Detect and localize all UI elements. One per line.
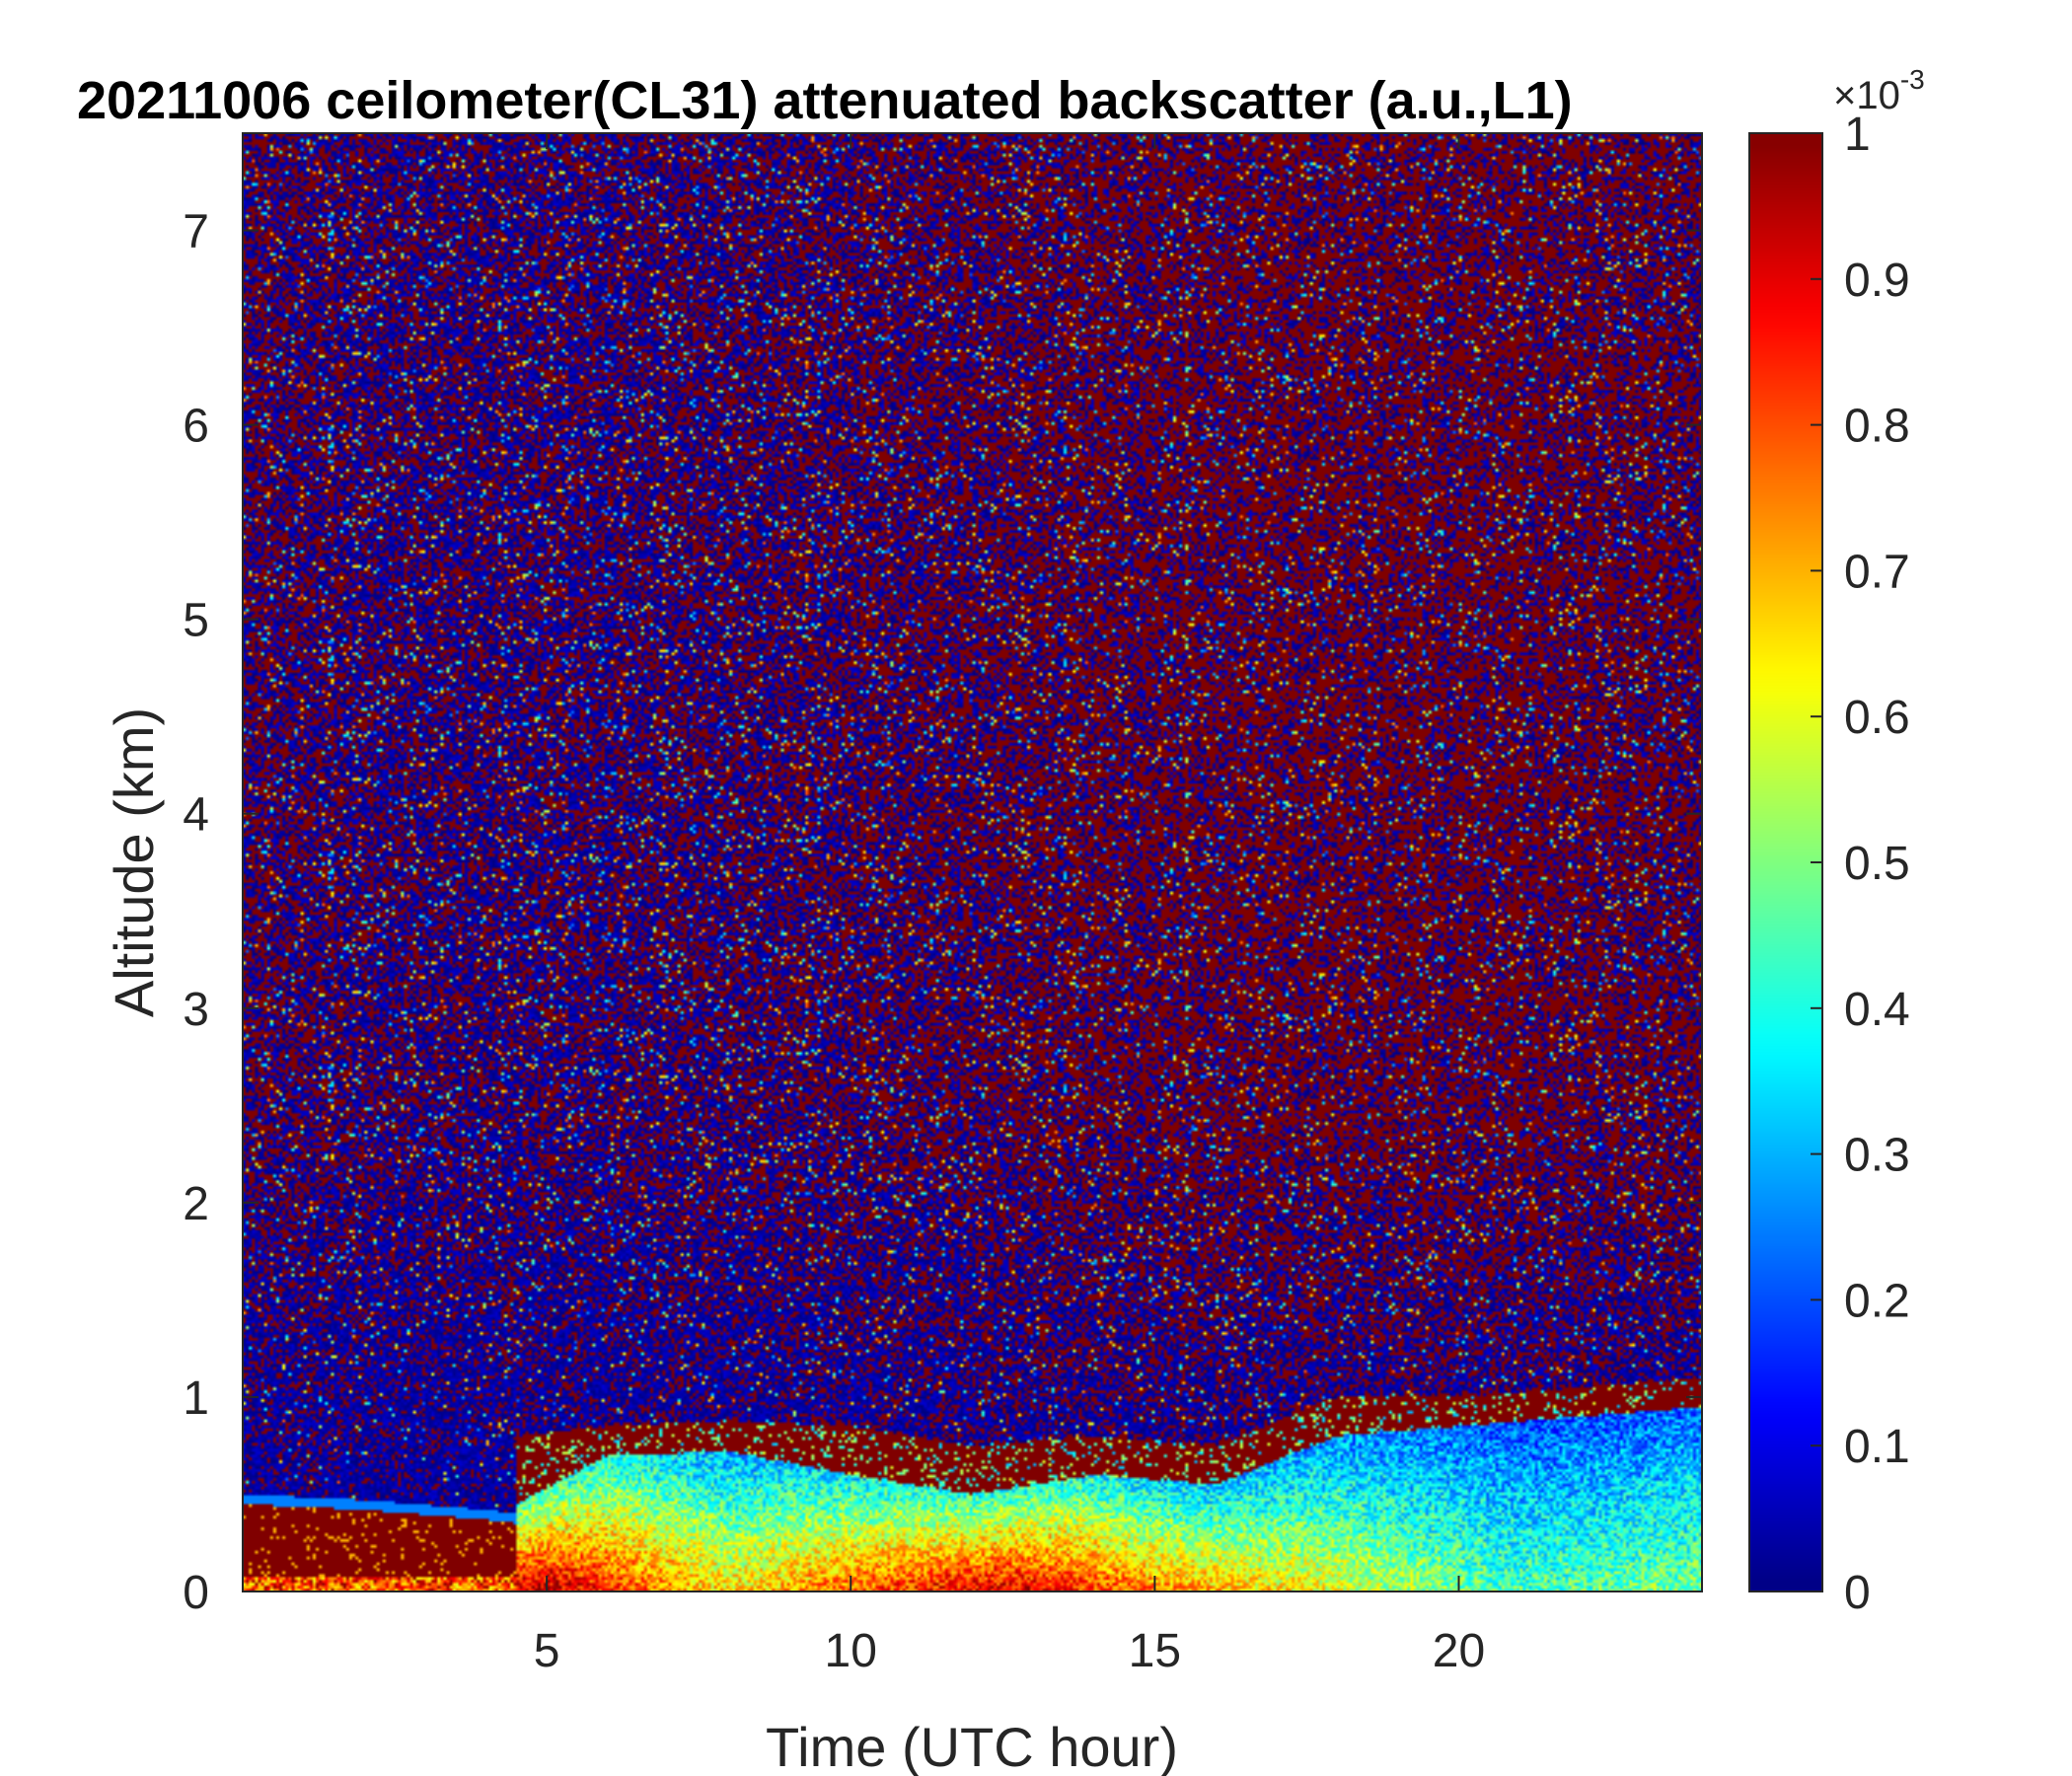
x-axis-label: Time (UTC hour) (766, 1716, 1178, 1776)
colorbar-ticks: 0 0.1 0.2 0.3 0.4 0.5 0.6 0.7 0.8 0.9 1 (1811, 109, 1910, 1619)
colorbar-tick-label: 0.5 (1844, 838, 1910, 890)
colorbar-tick-label: 0.4 (1844, 984, 1910, 1036)
chart-title: 20211006 ceilometer(CL31) attenuated bac… (77, 71, 1573, 130)
colorbar-tick-label: 0.7 (1844, 546, 1910, 598)
x-tick-label: 20 (1433, 1625, 1485, 1677)
y-tick-label: 7 (183, 206, 209, 259)
x-tick-label: 10 (825, 1625, 877, 1677)
colorbar-tick-label: 0.2 (1844, 1275, 1910, 1327)
colorbar-tick-label: 0.3 (1844, 1130, 1910, 1182)
colorbar-tick-label: 1 (1844, 109, 1871, 161)
x-tick-label: 15 (1129, 1625, 1181, 1677)
colorbar-tick-label: 0.6 (1844, 692, 1910, 744)
colorbar-tick-label: 0 (1844, 1567, 1871, 1619)
colorbar-multiplier-base: ×10 (1833, 74, 1900, 117)
colorbar-multiplier: ×10-3 (1833, 64, 1925, 117)
plot-frame (242, 132, 1703, 1592)
y-tick-label: 0 (183, 1567, 209, 1619)
y-tick-label: 6 (183, 401, 209, 453)
y-tick-label: 4 (183, 789, 209, 842)
y-tick-label: 5 (183, 595, 209, 647)
colorbar-tick-label: 0.1 (1844, 1421, 1910, 1473)
y-axis-label: Altitude (km) (103, 707, 165, 1017)
y-axis: 0 1 2 3 4 5 6 7 (183, 206, 1702, 1619)
x-axis: 5 10 15 20 (534, 133, 1485, 1677)
y-tick-label: 2 (183, 1178, 209, 1230)
backscatter-heatmap (243, 133, 1702, 1591)
colorbar-tick-label: 0.8 (1844, 401, 1910, 453)
y-tick-label: 3 (183, 984, 209, 1036)
colorbar-tick-label: 0.9 (1844, 255, 1910, 307)
x-tick-label: 5 (534, 1625, 560, 1677)
colorbar: 0 0.1 0.2 0.3 0.4 0.5 0.6 0.7 0.8 0.9 1 ×10-3 (1748, 64, 1925, 1619)
y-tick-label: 1 (183, 1372, 209, 1425)
plot-area (242, 132, 1703, 1592)
colorbar-gradient (1749, 133, 1822, 1591)
colorbar-multiplier-exponent: -3 (1900, 64, 1925, 95)
